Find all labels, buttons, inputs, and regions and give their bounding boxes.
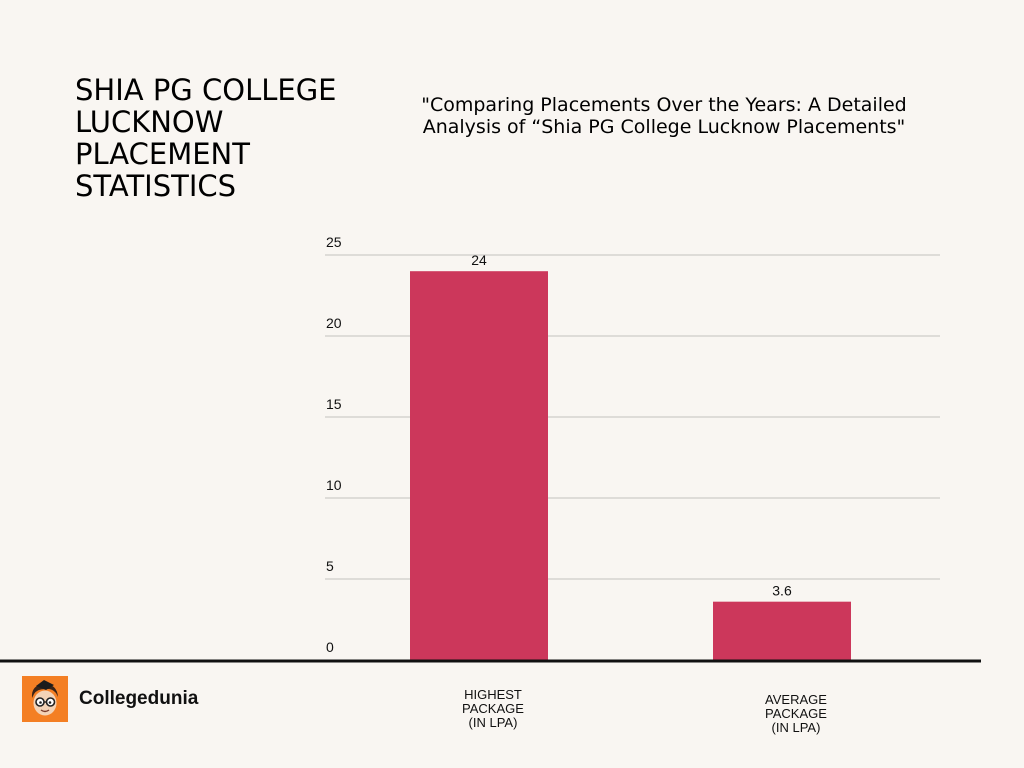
data-label: 24: [471, 252, 487, 268]
bars: [410, 271, 851, 660]
x-tick-label: PACKAGE: [765, 706, 827, 721]
y-tick-label: 20: [326, 315, 342, 331]
y-tick-label: 0: [326, 639, 334, 655]
data-label: 3.6: [772, 583, 792, 599]
x-tick-label: PACKAGE: [462, 701, 524, 716]
brand-name: Collegedunia: [79, 688, 199, 709]
y-tick-label: 15: [326, 396, 342, 412]
y-tick-label: 10: [326, 477, 342, 493]
y-tick-label: 25: [326, 234, 342, 250]
bar: [410, 271, 548, 660]
collegedunia-logo-icon: [22, 676, 68, 722]
chart-title: "Comparing Placements Over the Years: A …: [421, 94, 907, 138]
brand: Collegedunia: [22, 676, 198, 722]
x-tick-label: (IN LPA): [772, 720, 821, 735]
bar: [713, 601, 851, 660]
y-axis-tick-labels: 0 5 10 15 20 25: [326, 234, 342, 655]
page-heading: SHIA PG COLLEGE LUCKNOW PLACEMENT STATIS…: [75, 73, 337, 203]
x-tick-label: (IN LPA): [469, 715, 518, 730]
y-tick-label: 5: [326, 558, 334, 574]
data-labels: 243.6: [471, 252, 792, 598]
x-tick-label: HIGHEST: [464, 687, 522, 702]
x-tick-label: AVERAGE: [765, 692, 827, 707]
